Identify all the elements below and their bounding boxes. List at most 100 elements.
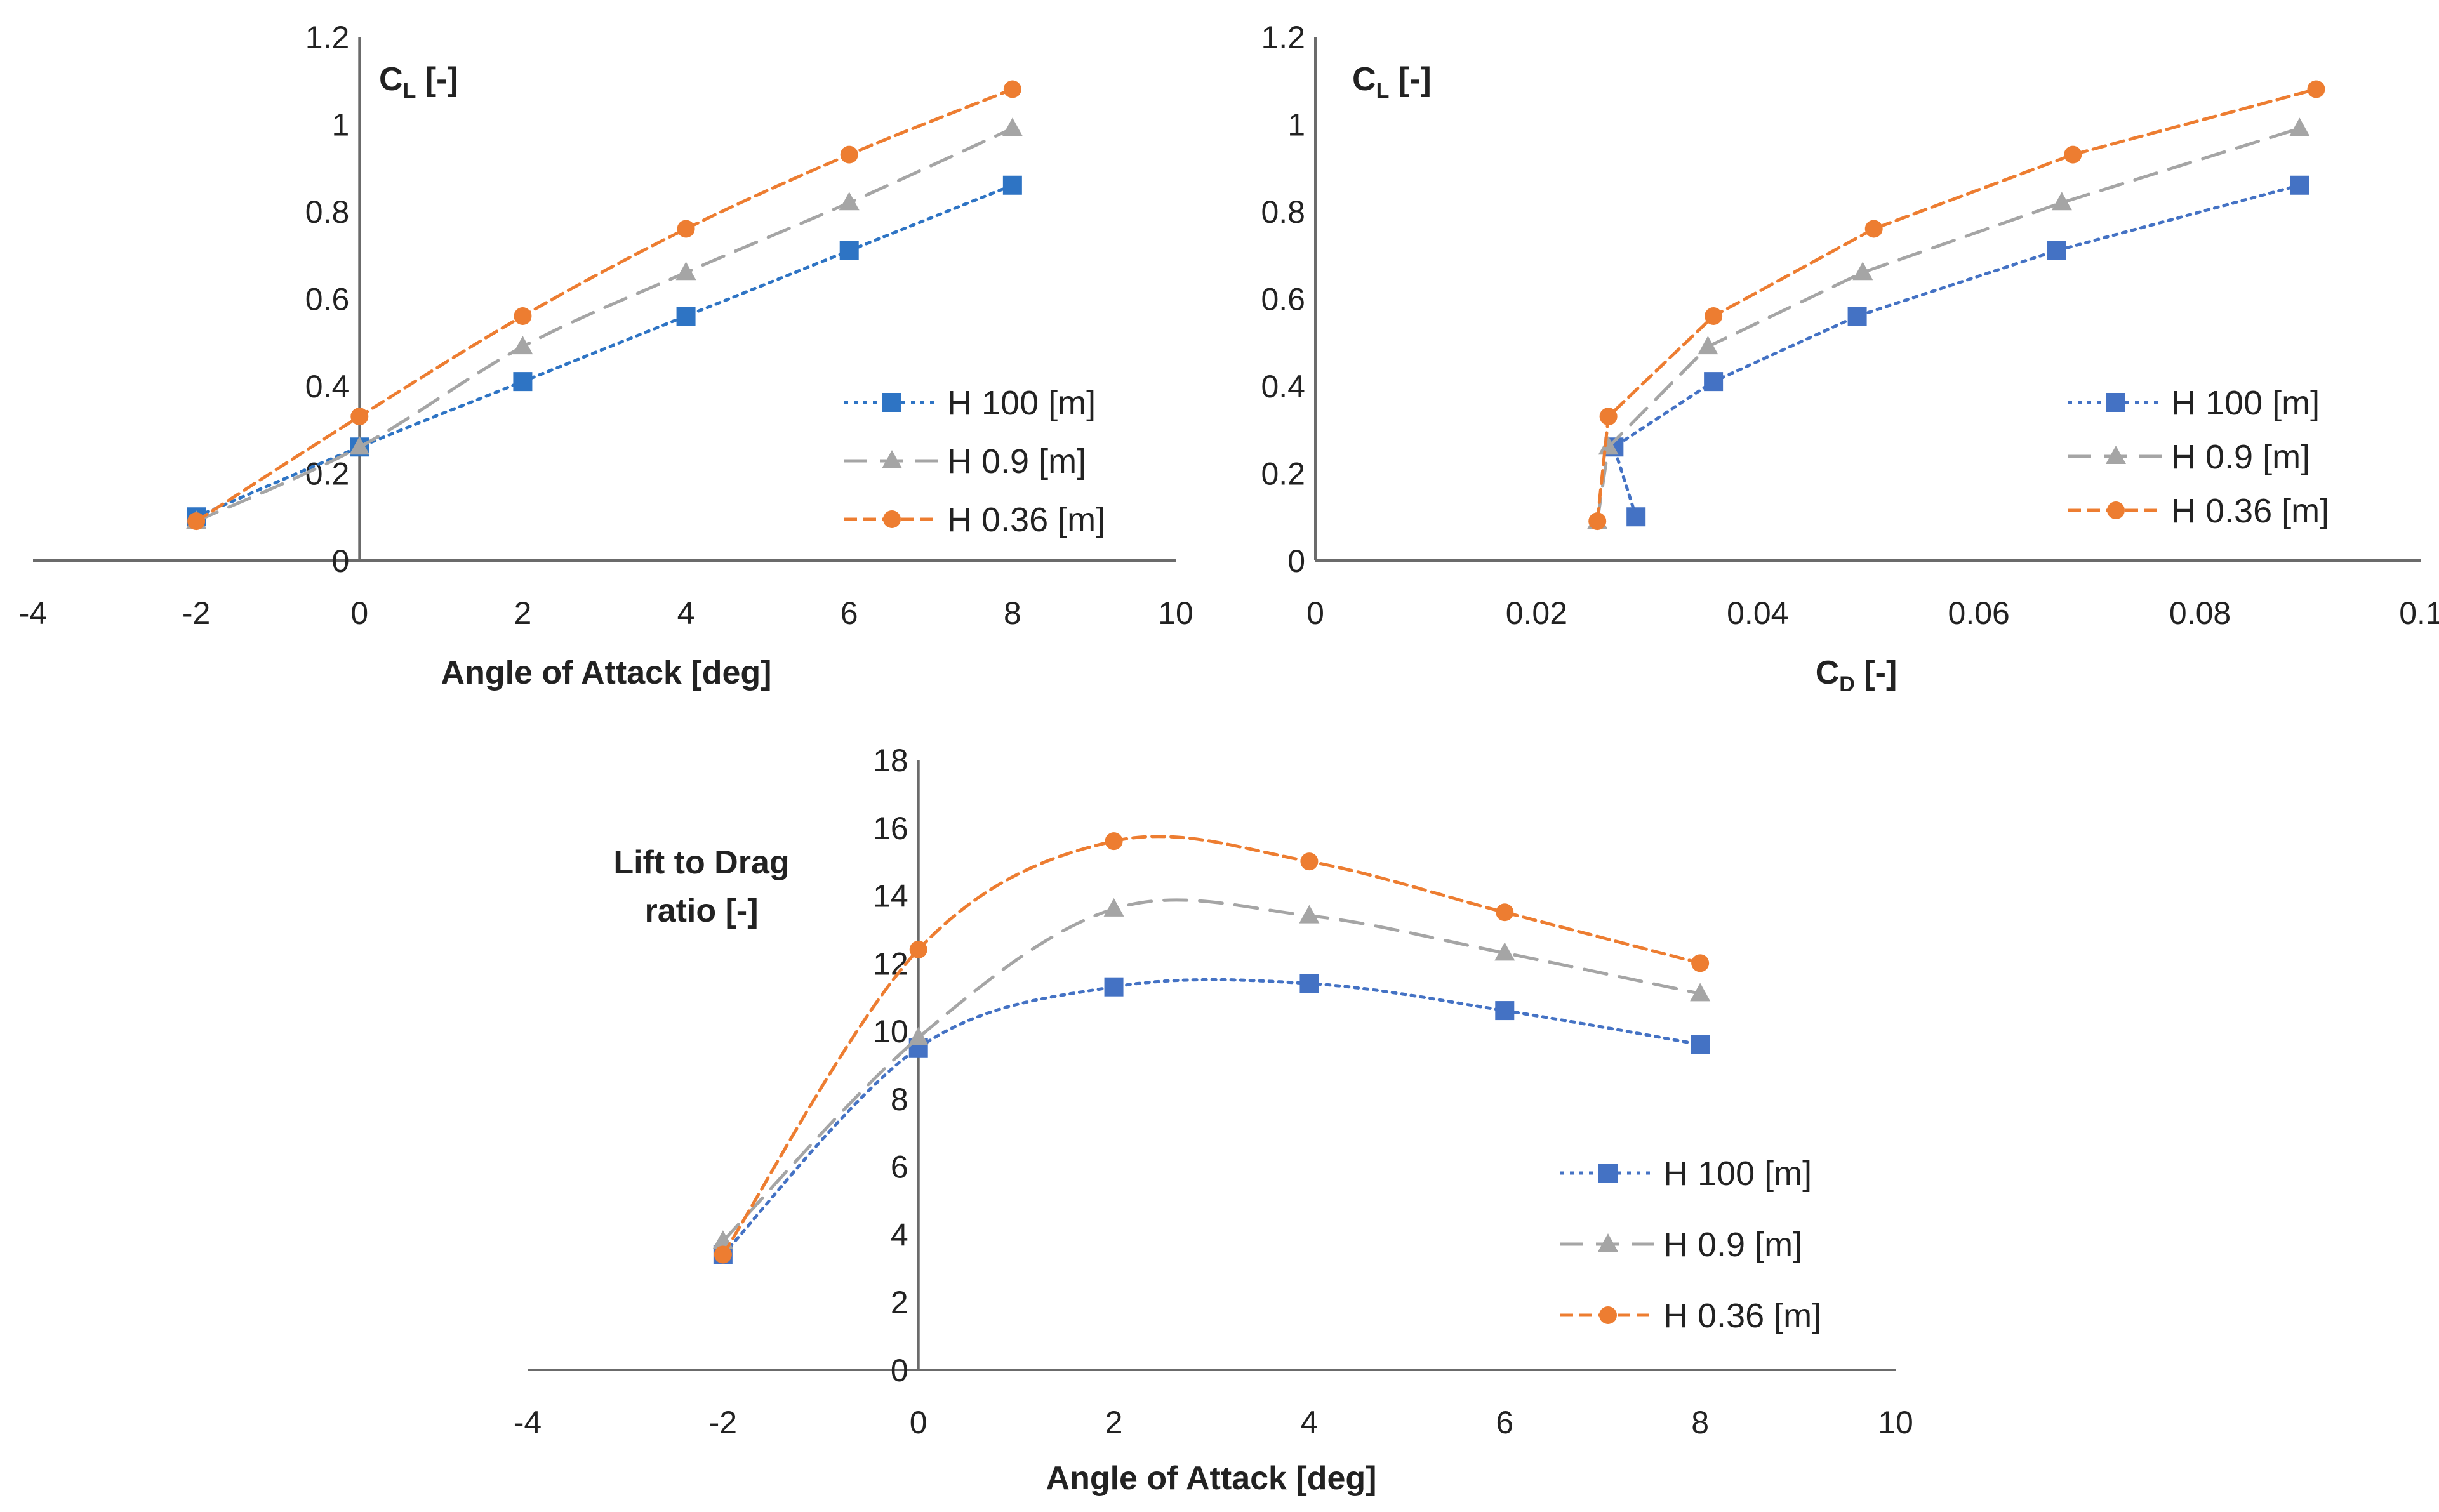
- series-H 0.9 [m]: [712, 898, 1711, 1249]
- legend-label: H 0.36 [m]: [947, 501, 1105, 539]
- legend-marker: [2106, 393, 2125, 412]
- data-point: [2047, 241, 2066, 260]
- x-tick-label: -4: [19, 595, 47, 631]
- data-point: [1003, 80, 1021, 98]
- x-axis-title: CD [-]: [1816, 654, 1897, 696]
- series-line: [1612, 183, 2301, 519]
- legend-marker: [1598, 1233, 1618, 1252]
- y-tick-label: 4: [891, 1217, 908, 1252]
- legend-entry: H 0.9 [m]: [2068, 438, 2310, 476]
- data-point: [2064, 145, 2082, 164]
- y-tick-label: 1.2: [305, 20, 350, 55]
- y-tick-label: 8: [891, 1082, 908, 1117]
- series-line: [1595, 126, 2301, 523]
- y-axis-title: CL [-]: [379, 61, 458, 103]
- y-tick-label: 0.2: [1261, 456, 1305, 492]
- data-point: [514, 307, 532, 325]
- y-axis-title: ratio [-]: [644, 892, 758, 929]
- y-tick-label: 0.6: [305, 282, 350, 317]
- series-H 0.36 [m]: [1588, 80, 2325, 531]
- data-point: [1864, 220, 1883, 238]
- data-point: [1104, 977, 1124, 997]
- y-axis-title: Lift to Drag: [613, 844, 789, 881]
- data-point: [677, 220, 695, 238]
- data-point: [2290, 175, 2309, 195]
- data-point: [1690, 983, 1711, 1002]
- legend-entry: H 0.36 [m]: [844, 501, 1105, 539]
- x-tick-label: 10: [1878, 1405, 1913, 1440]
- data-point: [1495, 1001, 1515, 1021]
- legend-label: H 0.36 [m]: [1663, 1297, 1821, 1335]
- data-point: [908, 1026, 929, 1045]
- data-point: [839, 192, 860, 211]
- legend-label: H 100 [m]: [2171, 384, 2320, 422]
- series-H 0.9 [m]: [1587, 117, 2310, 529]
- data-point: [676, 307, 696, 326]
- x-tick-label: 2: [1105, 1405, 1123, 1440]
- series-line: [194, 88, 1014, 523]
- x-tick-label: 6: [1496, 1405, 1513, 1440]
- data-point: [1299, 974, 1319, 993]
- chart-lift-to-drag: -4 -2 0 2 4 6 8 10 0 2 4 6 8 10 12 14 16 18 Angle of Attac…: [514, 743, 1913, 1497]
- data-point: [1002, 117, 1023, 136]
- legend-marker: [2106, 446, 2126, 464]
- y-tick-label: 16: [873, 811, 908, 846]
- x-tick-label: 4: [677, 595, 695, 631]
- y-tick-label: 0: [1287, 543, 1305, 579]
- y-tick-label: 0.4: [1261, 369, 1305, 404]
- y-tick-label: 0.4: [305, 369, 350, 404]
- series-H 0.36 [m]: [714, 832, 1710, 1264]
- data-point: [1698, 336, 1718, 355]
- x-tick-label: 0.02: [1506, 595, 1567, 631]
- series-H 0.36 [m]: [187, 80, 1021, 531]
- data-point: [513, 372, 533, 392]
- x-tick-label: 0.08: [2169, 595, 2231, 631]
- data-point: [2051, 192, 2072, 211]
- legend: H 100 [m] H 0.9 [m] H 0.36 [m]: [1560, 1155, 1821, 1335]
- data-point: [1705, 307, 1723, 325]
- data-point: [1852, 262, 1873, 281]
- legend-label: H 0.36 [m]: [2171, 492, 2329, 530]
- x-tick-label: 4: [1301, 1405, 1319, 1440]
- x-tick-label: 0.06: [1948, 595, 2010, 631]
- x-tick-label: 10: [1158, 595, 1193, 631]
- data-point: [187, 512, 206, 531]
- legend-entry: H 0.36 [m]: [2068, 492, 2329, 530]
- data-point: [1691, 1035, 1710, 1054]
- legend-marker: [1598, 1164, 1618, 1183]
- legend-marker: [882, 393, 901, 412]
- data-point: [714, 1245, 732, 1264]
- x-axis-title: Angle of Attack [deg]: [441, 654, 772, 691]
- data-point: [1691, 954, 1710, 972]
- data-point: [909, 940, 927, 958]
- series-H 100 [m]: [1604, 175, 2309, 527]
- legend-marker: [882, 450, 902, 468]
- x-axis-title: Angle of Attack [deg]: [1046, 1460, 1377, 1497]
- series-line: [1595, 88, 2318, 523]
- legend-entry: H 100 [m]: [2068, 384, 2320, 422]
- series-H 100 [m]: [187, 175, 1022, 527]
- y-tick-label: 12: [873, 946, 908, 981]
- legend-marker: [1599, 1306, 1617, 1324]
- data-point: [349, 436, 370, 455]
- data-point: [1105, 832, 1123, 851]
- y-tick-label: 18: [873, 743, 908, 778]
- x-tick-label: 6: [841, 595, 858, 631]
- legend: H 100 [m] H 0.9 [m] H 0.36 [m]: [2068, 384, 2329, 530]
- y-tick-label: 0: [891, 1353, 908, 1388]
- data-point: [2307, 80, 2325, 98]
- data-point: [1598, 436, 1619, 455]
- y-tick-label: 0.8: [1261, 194, 1305, 230]
- data-point: [839, 241, 859, 260]
- x-tick-label: -2: [182, 595, 210, 631]
- data-point: [1704, 372, 1724, 392]
- y-tick-label: 1: [1287, 107, 1305, 143]
- data-point: [1599, 408, 1618, 426]
- data-point: [1626, 507, 1646, 527]
- x-tick-label: 0.1: [2399, 595, 2439, 631]
- legend-label: H 0.9 [m]: [947, 442, 1086, 481]
- data-point: [512, 336, 533, 355]
- series-line: [721, 898, 1702, 1243]
